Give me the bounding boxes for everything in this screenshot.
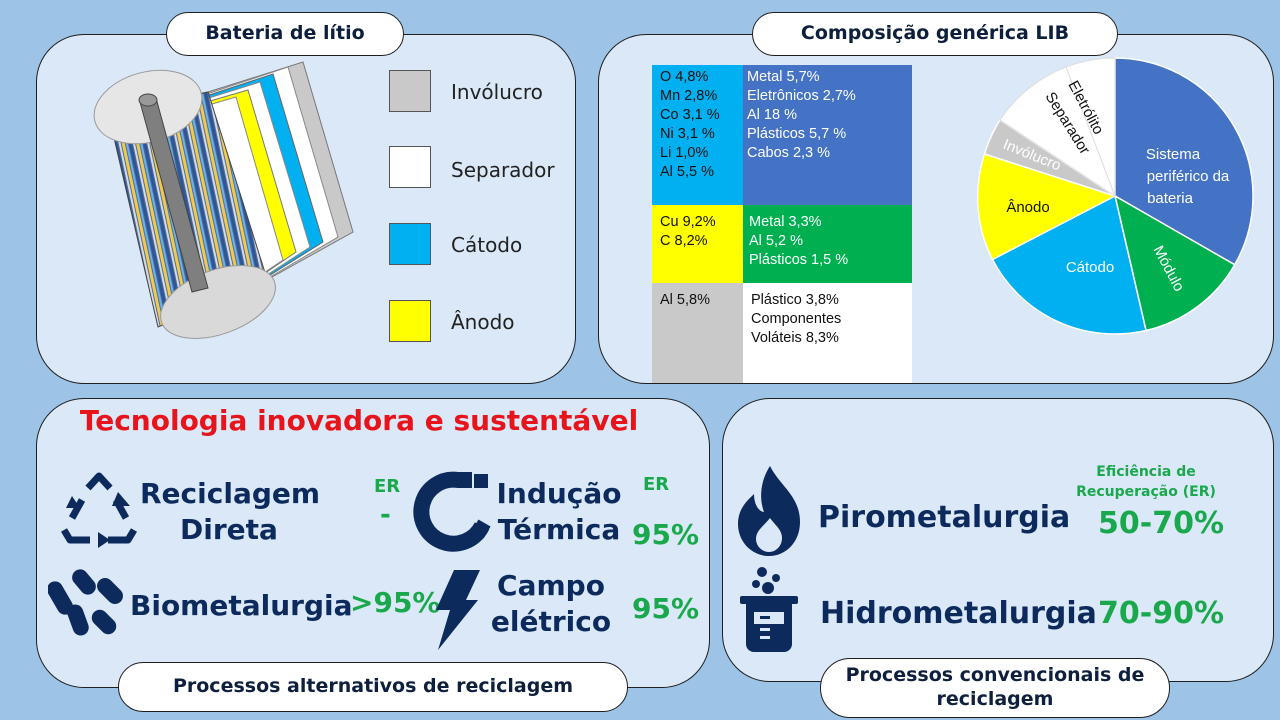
pyro-er: 50-70% (1098, 506, 1225, 541)
pie-slice-cathode (991, 194, 1147, 335)
cell-anode-elements: Cu 9,2% C 8,2% (652, 205, 743, 283)
legend-label-casing: Invólucro (451, 80, 543, 104)
pie-label-peripheral-1: Sistema (1146, 146, 1201, 163)
thermal-er-value: 95% (632, 518, 700, 551)
battery-title: Bateria de lítio (166, 12, 404, 56)
legend-swatch-casing (389, 70, 431, 112)
other-2: Voláteis 8,3% (751, 330, 839, 346)
peripheral-1: Eletrônicos 2,7% (747, 88, 856, 104)
pie-slice-peripheral (1114, 57, 1254, 266)
module-0: Metal 3,3% (749, 214, 822, 230)
cathode-el-3: Ni 3,1 % (660, 126, 715, 142)
anode-el-1: C 8,2% (660, 233, 708, 249)
cathode-el-5: Al 5,5 % (660, 164, 714, 180)
cell-peripheral: Metal 5,7% Eletrônicos 2,7% Al 18 % Plás… (743, 65, 912, 205)
legend-swatch-anode (389, 300, 431, 342)
pie-slice-anode (976, 153, 1117, 261)
er-heading: Eficiência de Recuperação (ER) (1076, 464, 1216, 500)
peripheral-2: Al 18 % (747, 107, 797, 123)
alternative-panel (36, 398, 710, 688)
conventional-footer: Processos convencionais de reciclagem (820, 658, 1170, 718)
bio-er-value: >95% (350, 586, 441, 619)
cell-cathode-elements: O 4,8% Mn 2,8% Co 3,1 % Ni 3,1 % Li 1,0%… (652, 65, 743, 205)
conventional-panel (722, 398, 1274, 682)
peripheral-3: Plásticos 5,7 % (747, 126, 847, 142)
direct-er-label: ER (374, 476, 401, 497)
pie-label-anode: Ânodo (1006, 199, 1049, 216)
other-0: Plástico 3,8% (751, 292, 839, 308)
alternative-footer: Processos alternativos de reciclagem (118, 662, 628, 712)
pie-slice-module (1113, 194, 1236, 332)
thermal-induction-label: Indução Térmica (496, 477, 622, 546)
hydro-er: 70-90% (1098, 596, 1225, 631)
pie-label-cathode: Cátodo (1066, 259, 1114, 276)
alternative-heading: Tecnologia inovadora e sustentável (79, 404, 639, 437)
peripheral-4: Cabos 2,3 % (747, 145, 831, 161)
other-1: Componentes (751, 311, 842, 327)
battery-illustration (93, 61, 354, 339)
cathode-el-2: Co 3,1 % (660, 107, 720, 123)
legend-swatch-cathode (389, 223, 431, 265)
cathode-el-0: O 4,8% (660, 69, 709, 85)
beaker-icon (740, 567, 798, 652)
legend-label-cathode: Cátodo (451, 233, 523, 257)
cathode-el-4: Li 1,0% (660, 145, 709, 161)
cell-module: Metal 3,3% Al 5,2 % Plásticos 1,5 % (743, 205, 912, 283)
thermal-er-label: ER (643, 474, 670, 495)
direct-er-value: - (380, 500, 391, 530)
legend-swatch-separator (389, 146, 431, 188)
direct-recycling-label: Reciclagem Direta (140, 477, 321, 546)
pie-label-peripheral-2: periférico da (1147, 168, 1230, 185)
legend-label-separator: Separador (451, 158, 555, 182)
flame-icon (738, 466, 800, 556)
cell-other: Plástico 3,8% Componentes Voláteis 8,3% (743, 283, 912, 383)
pyro-label: Pirometalurgia (818, 500, 1071, 535)
cell-casing: Al 5,8% (652, 283, 743, 383)
biometallurgy-label: Biometalurgia (130, 589, 353, 622)
electric-er-value: 95% (632, 592, 700, 625)
pie-slice-electrolyte (1065, 57, 1116, 197)
lightning-icon (436, 570, 480, 650)
recycle-icon (60, 472, 138, 548)
legend-label-anode: Ânodo (451, 310, 515, 334)
hydro-label: Hidrometalurgia (820, 596, 1097, 631)
peripheral-0: Metal 5,7% (747, 69, 820, 85)
module-2: Plásticos 1,5 % (749, 252, 849, 268)
composition-title: Composição genérica LIB (752, 12, 1118, 56)
cathode-el-1: Mn 2,8% (660, 88, 718, 104)
electric-field-label: Campo elétrico (490, 569, 612, 638)
module-1: Al 5,2 % (749, 233, 803, 249)
bacteria-icon (48, 569, 123, 636)
pie-slice-separator (999, 66, 1117, 198)
composition-pie: Sistema periférico da bateria Módulo Cát… (976, 57, 1254, 335)
magnet-icon (413, 471, 491, 552)
pie-label-peripheral-3: bateria (1147, 190, 1194, 207)
anode-el-0: Cu 9,2% (660, 214, 716, 230)
casing-0: Al 5,8% (660, 292, 710, 308)
